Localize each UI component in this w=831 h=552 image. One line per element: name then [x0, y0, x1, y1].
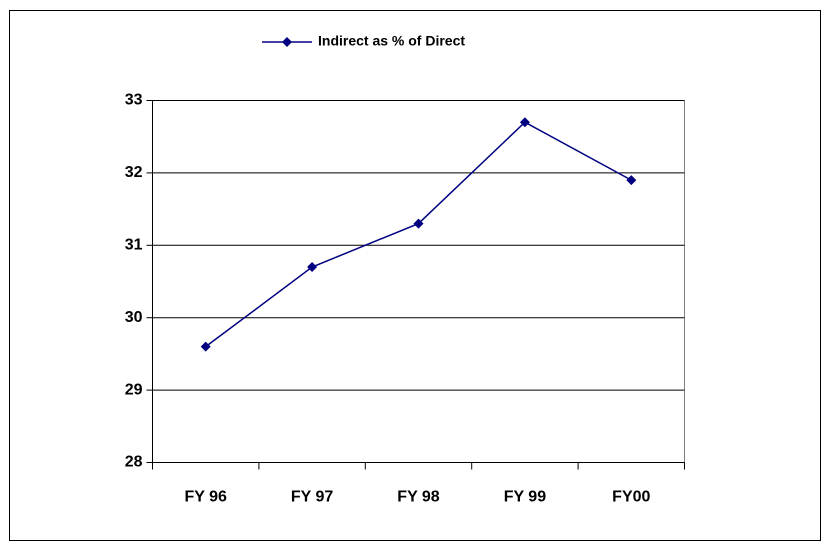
y-tick-label: 31 — [125, 237, 143, 254]
legend-label: Indirect as % of Direct — [318, 33, 465, 49]
x-tick-label: FY00 — [612, 489, 650, 506]
x-tick-label: FY 96 — [184, 489, 227, 506]
y-tick-label: 29 — [125, 381, 143, 398]
marker — [626, 175, 637, 186]
y-tick-label: 33 — [125, 92, 143, 109]
y-tick-label: 30 — [125, 309, 143, 326]
x-tick-label: FY 98 — [397, 489, 440, 506]
marker — [413, 218, 424, 229]
x-tick-label: FY 99 — [504, 489, 547, 506]
marker — [307, 262, 318, 273]
marker — [519, 117, 530, 128]
marker — [200, 341, 211, 352]
legend-marker — [282, 37, 292, 47]
x-tick-label: FY 97 — [291, 489, 334, 506]
plot-area — [152, 100, 685, 463]
y-tick-label: 32 — [125, 164, 143, 181]
y-tick-label: 28 — [125, 454, 143, 471]
